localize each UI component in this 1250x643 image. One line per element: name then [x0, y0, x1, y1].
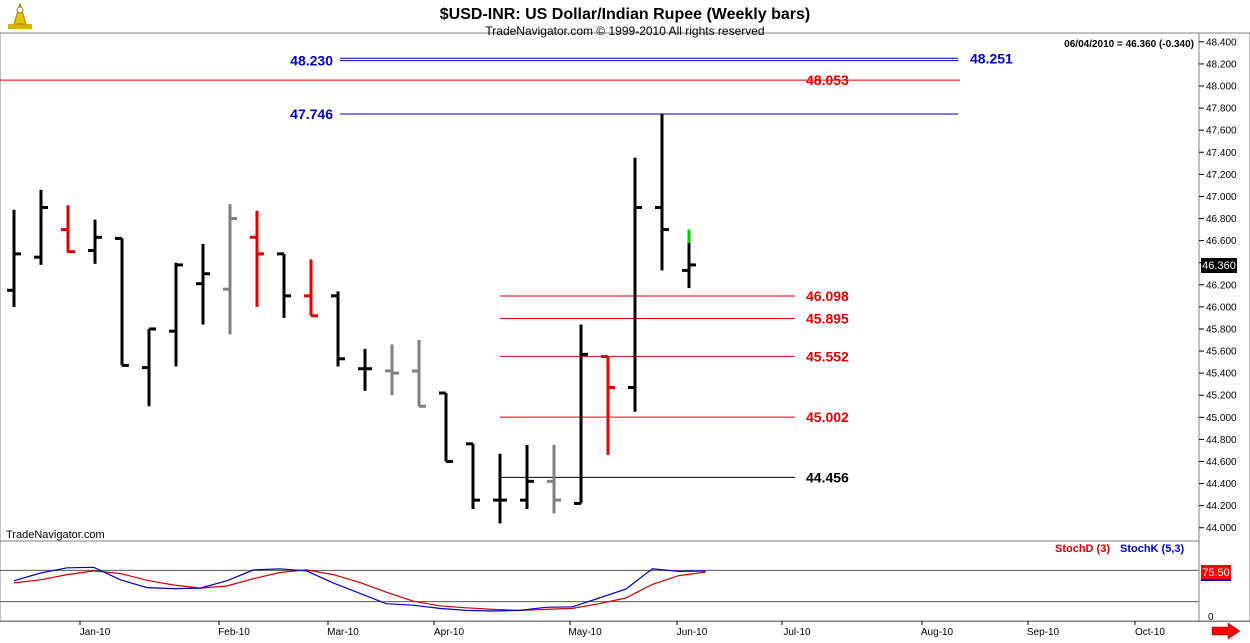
ohlc-bar — [142, 327, 156, 407]
y-tick-label: 45.400 — [1206, 369, 1237, 380]
ohlc-bar — [385, 344, 399, 396]
ohlc-bar — [34, 189, 48, 265]
ohlc-bar — [304, 259, 318, 318]
x-tick-label: Feb-10 — [218, 627, 250, 638]
ohlc-bar — [115, 236, 129, 367]
level-label: 47.746 — [290, 106, 333, 122]
chart-title: $USD-INR: US Dollar/Indian Rupee (Weekly… — [440, 6, 810, 23]
ohlc-bar — [520, 444, 534, 509]
x-tick-label: Aug-10 — [921, 627, 954, 638]
ohlc-bar — [223, 204, 237, 335]
axis-strip — [1198, 32, 1250, 622]
ohlc-bar — [169, 262, 183, 367]
level-label: 48.230 — [290, 53, 333, 69]
ohlc-bar — [466, 442, 480, 509]
ohlc-bar — [196, 243, 210, 325]
y-tick-label: 48.200 — [1206, 59, 1237, 70]
y-tick-label: 47.400 — [1206, 148, 1237, 159]
stoch-d-line — [13, 569, 706, 612]
watermark: TradeNavigator.com — [6, 529, 105, 541]
stochastic-panel — [0, 566, 1199, 612]
y-tick-label: 44.200 — [1206, 501, 1237, 512]
ohlc-bar — [628, 157, 642, 412]
ohlc-bar — [412, 340, 426, 408]
ohlc-bar — [7, 209, 21, 307]
ohlc-bar — [493, 453, 507, 524]
x-tick-label: Jan-10 — [80, 627, 111, 638]
ohlc-bar — [574, 324, 588, 505]
x-axis: Jan-10 Feb-10 Mar-10 Apr-10 May-10 Jun-10 Jul-… — [79, 621, 1165, 638]
y-tick-label: 47.600 — [1206, 126, 1237, 137]
ohlc-bar — [439, 391, 453, 463]
ohlc-bar — [61, 205, 75, 254]
y-tick-label: 45.000 — [1206, 413, 1237, 424]
stoch-panel-frame — [0, 540, 1200, 622]
ohlc-bar — [655, 113, 669, 271]
y-tick-label: 45.600 — [1206, 347, 1237, 358]
price-panel-frame — [0, 32, 1200, 542]
x-tick-label: Mar-10 — [327, 627, 359, 638]
ohlc-bar — [601, 355, 615, 455]
y-axis: 48.400 48.200 48.000 47.800 47.600 47.400 47.2… — [1199, 37, 1237, 534]
x-tick-label: Sep-10 — [1027, 627, 1060, 638]
y-tick-label: 48.400 — [1206, 37, 1237, 48]
y-tick-label: 46.200 — [1206, 280, 1237, 291]
stoch-level-box — [1201, 565, 1231, 579]
last-price-box — [1201, 258, 1237, 273]
ohlc-bar — [88, 219, 102, 264]
x-tick-label: Jul-10 — [783, 627, 811, 638]
level-label: 45.002 — [806, 409, 849, 425]
level-label: 48.251 — [970, 50, 1013, 66]
y-tick-label: 44.000 — [1206, 523, 1237, 534]
levels: 48.230 48.251 48.053 47.746 46.098 45.895 45.5… — [0, 50, 1013, 485]
level-label: 46.098 — [806, 288, 849, 304]
y-tick-label: 45.800 — [1206, 324, 1237, 335]
x-tick-label: May-10 — [568, 627, 602, 638]
chart-subtitle: TradeNavigator.com © 1999-2010 All right… — [485, 24, 764, 38]
y-tick-label: 47.200 — [1206, 170, 1237, 181]
y-tick-label: 48.000 — [1206, 82, 1237, 93]
ohlc-bar — [250, 210, 264, 307]
stoch-d-legend: StochD (3) — [1055, 543, 1110, 555]
y-tick-label: 44.800 — [1206, 435, 1237, 446]
y-tick-label: 45.200 — [1206, 391, 1237, 402]
scroll-right-arrow-icon[interactable] — [1211, 622, 1241, 640]
level-label: 48.053 — [806, 72, 849, 88]
last-bar-info: 06/04/2010 = 46.360 (-0.340) — [1064, 39, 1194, 50]
y-tick-label: 47.000 — [1206, 192, 1237, 203]
y-tick-label: 46.800 — [1206, 214, 1237, 225]
stoch-k-line — [13, 566, 706, 612]
ohlc-bar — [277, 252, 291, 318]
ohlc-bar — [682, 229, 696, 289]
anchor-logo-icon — [8, 2, 32, 29]
bars — [7, 113, 696, 524]
y-tick-label: 46.600 — [1206, 236, 1237, 247]
stoch-zero-label: 0 — [1208, 612, 1214, 623]
level-label: 45.895 — [806, 310, 849, 326]
x-tick-label: Apr-10 — [434, 627, 464, 638]
y-tick-label: 44.600 — [1206, 457, 1237, 468]
last-price-label: 46.360 — [1202, 260, 1236, 272]
stoch-level-label: 75.50 — [1202, 567, 1230, 579]
x-tick-label: Oct-10 — [1135, 627, 1165, 638]
ohlc-bar — [547, 444, 561, 514]
y-tick-label: 46.000 — [1206, 302, 1237, 313]
y-tick-label: 44.400 — [1206, 479, 1237, 490]
level-label: 44.456 — [806, 469, 849, 485]
level-label: 45.552 — [806, 348, 849, 364]
x-tick-label: Jun-10 — [677, 627, 708, 638]
ohlc-bar — [358, 348, 372, 391]
stoch-k-legend: StochK (5,3) — [1120, 543, 1185, 555]
y-tick-label: 47.800 — [1206, 104, 1237, 115]
ohlc-bar — [331, 291, 345, 367]
